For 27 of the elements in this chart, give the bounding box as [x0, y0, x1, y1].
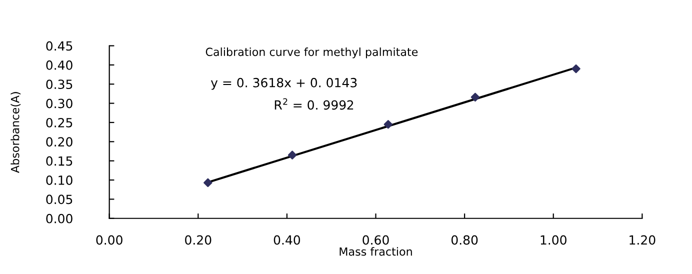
point [470, 92, 480, 102]
point [288, 150, 297, 160]
point [384, 120, 393, 129]
annotation: y = 0. 3618x + 0. 0143 [210, 78, 357, 90]
y-tick-label: 0.00 [46, 214, 72, 224]
x-axis-title: Mass fraction [340, 247, 412, 256]
x-tick-label: 0.00 [96, 235, 122, 245]
y-tick-label: 0.15 [46, 156, 72, 166]
x-tick-label: 1.20 [630, 235, 656, 245]
chart-title: Calibration curve for methyl palmitate [206, 47, 418, 58]
y-tick-label: 0.10 [46, 175, 72, 185]
x-tick-label: 0.20 [185, 235, 212, 245]
point [204, 178, 212, 188]
y-tick-label: 0.40 [46, 60, 72, 70]
x-tick-label: 0.60 [362, 235, 389, 245]
y-tick-label: 0.45 [46, 41, 72, 51]
y-tick-label: 0.35 [46, 80, 72, 90]
y-tick-label: 0.05 [46, 194, 72, 204]
x-tick-label: 0.80 [451, 235, 478, 245]
y-tick-label: 0.30 [46, 98, 72, 108]
y-tick-label: 0.25 [46, 118, 72, 128]
x-tick-label: 1.00 [540, 235, 566, 245]
y-tick-label: 0.20 [46, 137, 72, 147]
y-axis-title: Absorbance(A) [10, 92, 21, 173]
x-tick-label: 0.40 [274, 235, 300, 245]
annotation: R$^{2}$ = 0. 9992 [274, 98, 354, 110]
point [572, 64, 580, 74]
